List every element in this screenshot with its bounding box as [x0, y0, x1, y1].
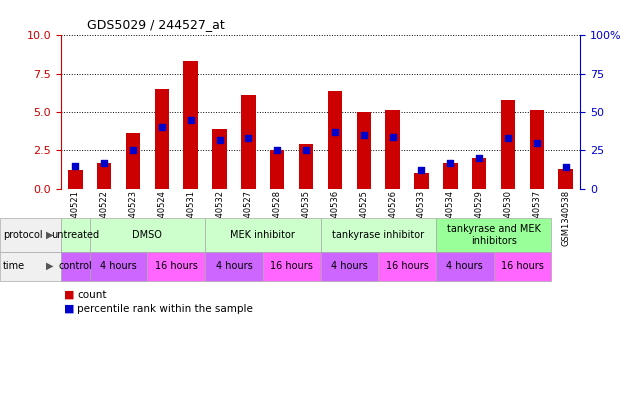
- Bar: [501, 100, 515, 189]
- Bar: [328, 90, 342, 189]
- Text: untreated: untreated: [51, 230, 99, 240]
- Point: [445, 160, 455, 166]
- Point: [560, 164, 571, 170]
- Text: GDS5029 / 244527_at: GDS5029 / 244527_at: [87, 18, 224, 31]
- Point: [503, 135, 513, 141]
- Bar: [385, 110, 400, 189]
- Bar: [212, 129, 227, 189]
- Point: [532, 140, 542, 146]
- Text: 16 hours: 16 hours: [501, 261, 544, 271]
- Text: 16 hours: 16 hours: [155, 261, 197, 271]
- Bar: [558, 169, 573, 189]
- Bar: [356, 112, 371, 189]
- Bar: [472, 158, 487, 189]
- Point: [301, 147, 312, 153]
- Text: 16 hours: 16 hours: [271, 261, 313, 271]
- Point: [417, 167, 427, 173]
- Text: 4 hours: 4 hours: [215, 261, 253, 271]
- Text: tankyrase and MEK
inhibitors: tankyrase and MEK inhibitors: [447, 224, 540, 246]
- Bar: [529, 110, 544, 189]
- Point: [128, 147, 138, 153]
- Text: ▶: ▶: [46, 261, 53, 271]
- Text: ■: ■: [64, 303, 74, 314]
- Text: ▶: ▶: [46, 230, 53, 240]
- Point: [157, 124, 167, 130]
- Bar: [126, 134, 140, 189]
- Text: count: count: [77, 290, 106, 300]
- Text: DMSO: DMSO: [133, 230, 162, 240]
- Text: MEK inhibitor: MEK inhibitor: [230, 230, 296, 240]
- Bar: [270, 150, 285, 189]
- Text: 4 hours: 4 hours: [100, 261, 137, 271]
- Bar: [443, 163, 458, 189]
- Point: [272, 147, 283, 153]
- Point: [244, 135, 254, 141]
- Text: ■: ■: [64, 290, 74, 300]
- Text: protocol: protocol: [3, 230, 43, 240]
- Point: [330, 129, 340, 135]
- Bar: [68, 170, 83, 189]
- Text: 16 hours: 16 hours: [386, 261, 428, 271]
- Text: time: time: [3, 261, 26, 271]
- Point: [71, 162, 81, 169]
- Bar: [183, 61, 198, 189]
- Text: control: control: [58, 261, 92, 271]
- Bar: [97, 163, 112, 189]
- Bar: [414, 173, 429, 189]
- Point: [474, 155, 485, 161]
- Text: percentile rank within the sample: percentile rank within the sample: [77, 303, 253, 314]
- Text: tankyrase inhibitor: tankyrase inhibitor: [332, 230, 424, 240]
- Bar: [241, 95, 256, 189]
- Point: [99, 160, 109, 166]
- Point: [387, 133, 397, 140]
- Bar: [299, 144, 313, 189]
- Text: 4 hours: 4 hours: [446, 261, 483, 271]
- Point: [214, 136, 225, 143]
- Point: [186, 116, 196, 123]
- Text: 4 hours: 4 hours: [331, 261, 368, 271]
- Point: [359, 132, 369, 138]
- Bar: [154, 89, 169, 189]
